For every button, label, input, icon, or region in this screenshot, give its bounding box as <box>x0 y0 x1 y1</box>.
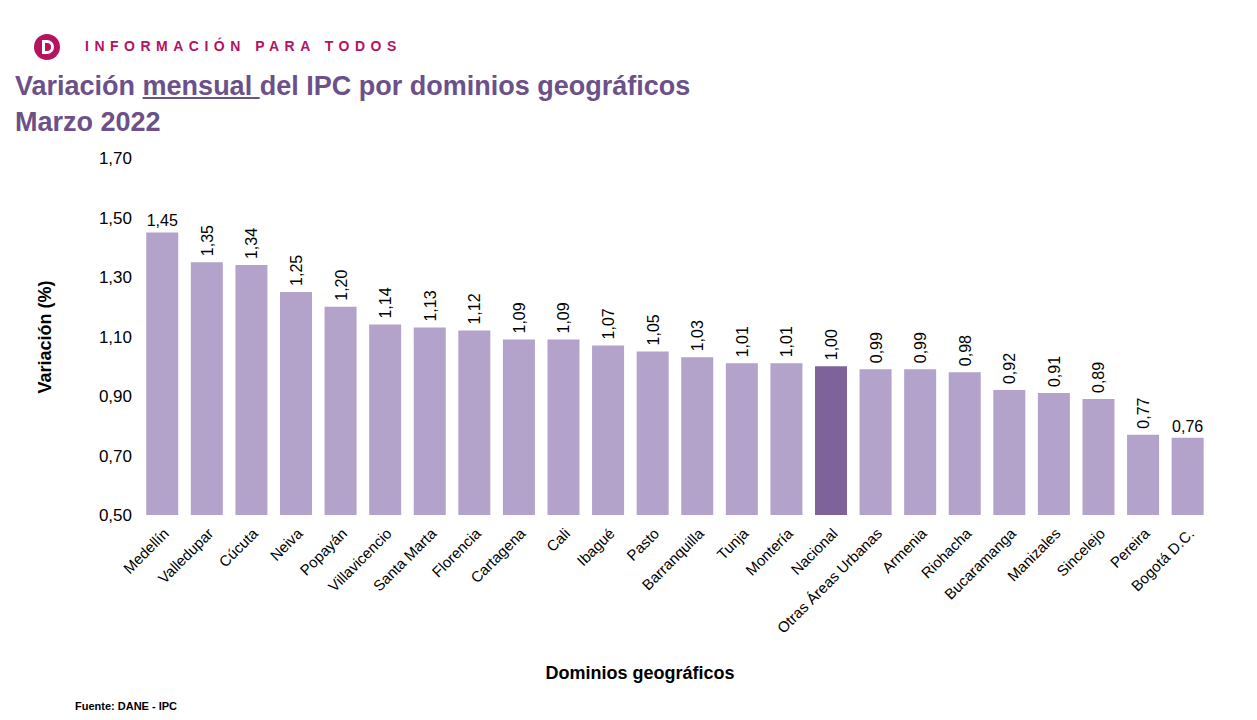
svg-text:0,70: 0,70 <box>99 447 132 466</box>
svg-text:1,09: 1,09 <box>511 302 528 333</box>
svg-text:0,91: 0,91 <box>1046 356 1063 387</box>
svg-text:Cali: Cali <box>543 525 573 555</box>
svg-text:Armenia: Armenia <box>878 524 930 577</box>
svg-text:Neiva: Neiva <box>267 524 307 564</box>
svg-text:Montería: Montería <box>742 524 796 578</box>
svg-text:1,10: 1,10 <box>99 328 132 347</box>
svg-text:0,76: 0,76 <box>1172 418 1203 435</box>
svg-text:1,25: 1,25 <box>288 255 305 286</box>
svg-text:0,92: 0,92 <box>1001 353 1018 384</box>
svg-text:0,99: 0,99 <box>868 332 885 363</box>
svg-text:Ibagué: Ibagué <box>573 525 617 569</box>
svg-text:1,20: 1,20 <box>333 270 350 301</box>
svg-text:Santa Marta: Santa Marta <box>370 524 440 594</box>
svg-text:Cartagena: Cartagena <box>467 524 529 586</box>
svg-text:Pasto: Pasto <box>623 525 662 564</box>
svg-text:1,14: 1,14 <box>377 287 394 318</box>
html-text:Variación (%): Variación (%) <box>34 280 55 394</box>
html-text:Variación mensual del IPC por: Variación mensual del IPC por dominios g… <box>15 71 691 101</box>
svg-text:0,98: 0,98 <box>957 335 974 366</box>
svg-text:1,05: 1,05 <box>645 314 662 345</box>
svg-text:1,01: 1,01 <box>734 326 751 357</box>
svg-text:Cúcuta: Cúcuta <box>215 524 261 570</box>
svg-text:Barranquilla: Barranquilla <box>638 524 707 593</box>
html-text:Marzo 2022: Marzo 2022 <box>15 107 161 137</box>
svg-text:Pereira: Pereira <box>1106 524 1153 571</box>
svg-text:1,00: 1,00 <box>823 329 840 360</box>
svg-text:Bogotá D.C.: Bogotá D.C. <box>1128 525 1198 595</box>
svg-text:1,09: 1,09 <box>555 302 572 333</box>
svg-text:Florencia: Florencia <box>428 524 484 581</box>
svg-text:Bucaramanga: Bucaramanga <box>941 524 1020 603</box>
html-text:Dominios geográficos: Dominios geográficos <box>545 662 735 683</box>
svg-text:0,90: 0,90 <box>99 387 132 406</box>
svg-text:1,12: 1,12 <box>466 293 483 324</box>
svg-text:Popayán: Popayán <box>296 524 351 579</box>
svg-text:1,34: 1,34 <box>243 228 260 259</box>
svg-text:1,07: 1,07 <box>600 308 617 339</box>
svg-text:1,70: 1,70 <box>99 149 132 168</box>
svg-text:Riohacha: Riohacha <box>917 524 975 582</box>
svg-text:Villavicencio: Villavicencio <box>324 524 395 595</box>
svg-text:0,50: 0,50 <box>99 506 132 525</box>
svg-text:0,89: 0,89 <box>1090 362 1107 393</box>
svg-text:1,30: 1,30 <box>99 268 132 287</box>
svg-text:Tunja: Tunja <box>713 524 752 563</box>
svg-text:1,01: 1,01 <box>778 326 795 357</box>
svg-text:0,99: 0,99 <box>912 332 929 363</box>
svg-text:0,77: 0,77 <box>1135 397 1152 428</box>
svg-text:1,13: 1,13 <box>422 290 439 321</box>
svg-text:Otras Áreas Urbanas: Otras Áreas Urbanas <box>774 525 886 637</box>
html-text:Fuente: DANE - IPC: Fuente: DANE - IPC <box>75 700 178 712</box>
html-text:INFORMACIÓN PARA TODOS: INFORMACIÓN PARA TODOS <box>85 38 402 54</box>
svg-text:1,03: 1,03 <box>689 320 706 351</box>
svg-text:1,35: 1,35 <box>199 225 216 256</box>
svg-text:Medellín: Medellín <box>119 524 172 577</box>
svg-text:Valledupar: Valledupar <box>155 525 217 587</box>
svg-text:Manizales: Manizales <box>1004 525 1064 585</box>
svg-text:Nacional: Nacional <box>787 524 841 578</box>
svg-text:1,45: 1,45 <box>147 212 178 229</box>
svg-text:1,50: 1,50 <box>99 209 132 228</box>
svg-text:Sincelejo: Sincelejo <box>1053 525 1108 580</box>
